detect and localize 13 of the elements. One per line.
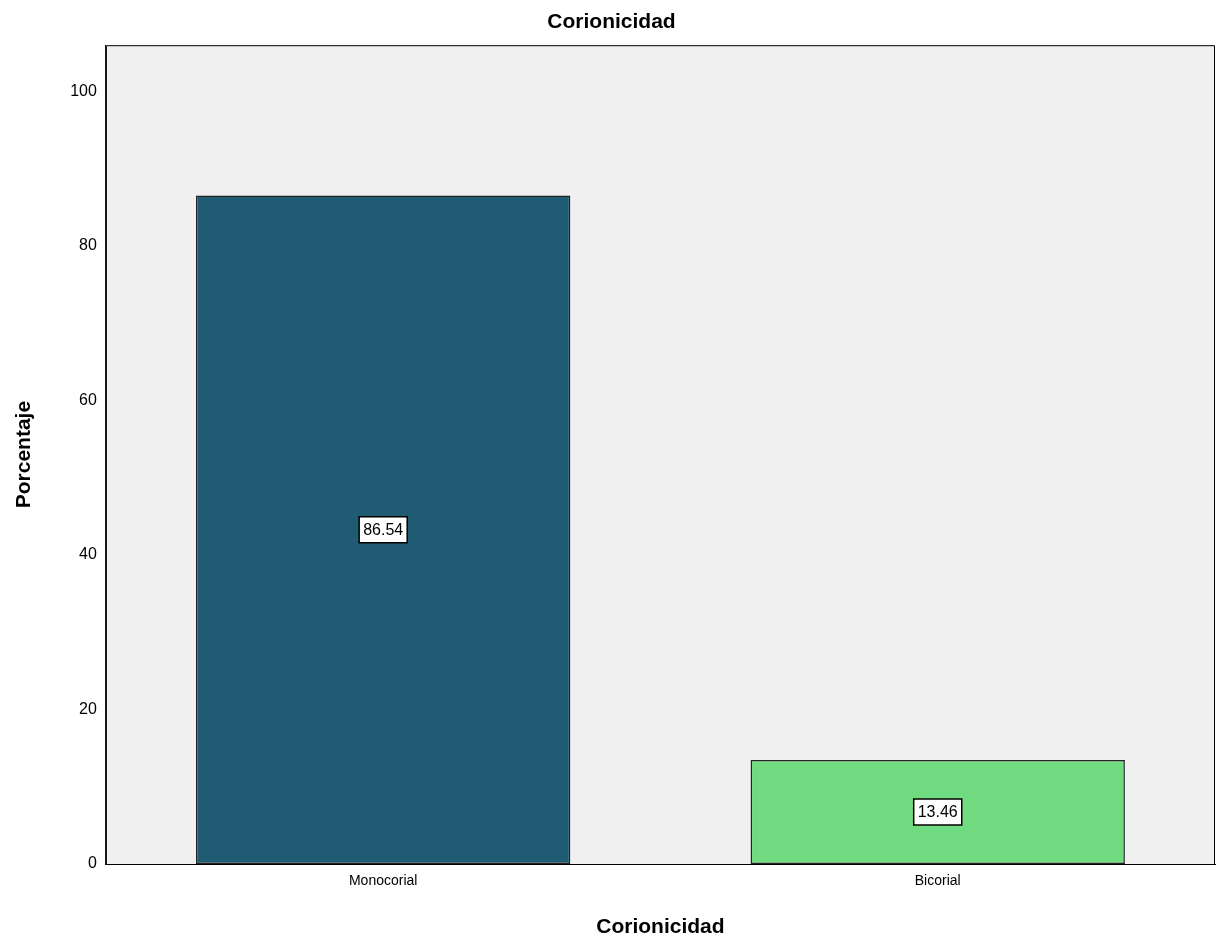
x-tick-label: Bicorial [914,872,961,889]
y-axis-title: Porcentaje [11,400,35,509]
y-tick-label: 100 [70,81,97,99]
y-tick-label: 60 [79,390,97,408]
y-tick-label: 0 [87,854,97,872]
y-tick-label: 40 [79,545,97,563]
x-tick-label: Monocorial [348,872,418,889]
data-label: 13.46 [917,803,958,821]
chart-title: Corionicidad [547,9,676,33]
y-tick-label: 20 [79,699,97,717]
data-label: 86.54 [363,521,404,539]
y-tick-label: 80 [79,236,97,254]
x-axis-title: Corionicidad [596,914,725,938]
